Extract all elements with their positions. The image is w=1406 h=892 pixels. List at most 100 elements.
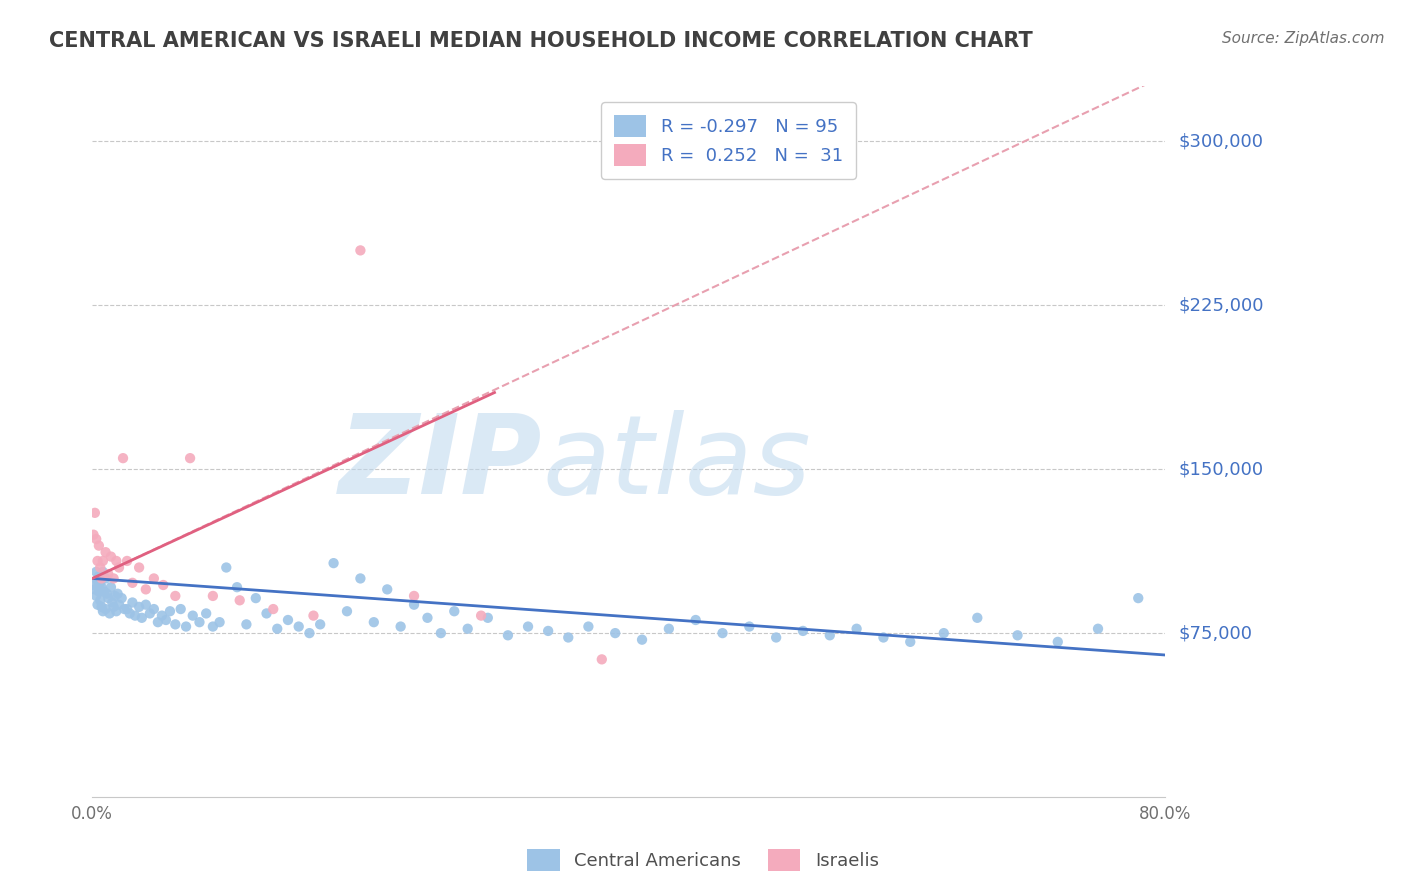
Point (97, 567, 120, 582)
Point (477, 611, 499, 625)
Point (470, 608, 492, 623)
Point (94, 602, 117, 616)
Point (430, 626, 453, 640)
Point (115, 602, 138, 616)
Text: $225,000: $225,000 (1180, 296, 1264, 314)
Point (208, 615, 231, 630)
Point (932, 626, 955, 640)
Point (235, 617, 257, 632)
Point (174, 619, 197, 633)
Point (309, 617, 332, 632)
Point (118, 607, 141, 621)
Point (86, 598, 108, 612)
Point (128, 560, 150, 574)
Point (108, 560, 131, 574)
Point (139, 607, 162, 621)
Point (94, 545, 117, 559)
Point (226, 580, 249, 594)
Point (557, 631, 579, 645)
Point (195, 607, 218, 621)
Point (108, 598, 131, 612)
Point (576, 619, 599, 633)
Point (765, 631, 787, 645)
Point (302, 608, 325, 623)
Point (89, 560, 111, 574)
Point (277, 613, 299, 627)
Point (107, 587, 129, 601)
Point (443, 604, 465, 618)
Point (111, 591, 134, 606)
Point (363, 615, 385, 630)
Legend: Central Americans, Israelis: Central Americans, Israelis (520, 842, 886, 879)
Point (416, 611, 439, 625)
Point (135, 598, 157, 612)
Point (142, 571, 165, 585)
Point (84, 589, 107, 603)
Point (336, 604, 359, 618)
Point (94, 571, 117, 585)
Point (201, 619, 224, 633)
Point (165, 589, 187, 603)
Point (112, 602, 135, 616)
Point (685, 613, 707, 627)
Point (1087, 622, 1109, 636)
Point (146, 615, 169, 630)
Point (104, 589, 127, 603)
Point (287, 619, 309, 633)
Point (89, 575, 111, 590)
Point (1128, 591, 1150, 606)
Point (228, 593, 250, 607)
Point (98, 607, 121, 621)
Point (711, 626, 734, 640)
Point (201, 589, 224, 603)
Point (91, 554, 114, 568)
Point (215, 560, 238, 574)
Point (188, 615, 211, 630)
Text: ZIP: ZIP (339, 409, 543, 516)
Point (496, 628, 519, 642)
Text: CENTRAL AMERICAN VS ISRAELI MEDIAN HOUSEHOLD INCOME CORRELATION CHART: CENTRAL AMERICAN VS ISRAELI MEDIAN HOUSE… (49, 31, 1033, 51)
Point (91, 565, 114, 579)
Point (591, 652, 613, 666)
Point (86, 574, 108, 588)
Point (101, 595, 124, 609)
Point (128, 599, 150, 614)
Point (738, 619, 761, 633)
Point (349, 244, 371, 258)
Text: $150,000: $150,000 (1180, 460, 1264, 478)
Point (86, 554, 108, 568)
Point (84, 532, 107, 546)
Point (375, 582, 398, 597)
Point (90, 599, 112, 614)
Point (90, 571, 112, 585)
Point (605, 626, 627, 640)
Point (179, 451, 201, 466)
Point (966, 611, 988, 625)
Point (266, 622, 288, 636)
Point (165, 617, 187, 632)
Point (105, 554, 128, 568)
Point (105, 604, 128, 618)
Point (658, 622, 681, 636)
Point (103, 571, 125, 585)
Point (96, 587, 118, 601)
Point (90, 580, 112, 594)
Point (181, 608, 204, 623)
Point (402, 589, 425, 603)
Point (631, 632, 654, 647)
Point (121, 595, 143, 609)
Text: Source: ZipAtlas.com: Source: ZipAtlas.com (1222, 31, 1385, 46)
Point (322, 556, 344, 570)
Point (898, 635, 921, 649)
Point (159, 604, 181, 618)
Point (155, 613, 177, 627)
Point (818, 628, 841, 642)
Point (83, 527, 105, 541)
Point (245, 591, 267, 606)
Point (845, 622, 868, 636)
Point (389, 619, 412, 633)
Point (457, 622, 479, 636)
Point (872, 631, 894, 645)
Point (124, 608, 146, 623)
Point (150, 608, 173, 623)
